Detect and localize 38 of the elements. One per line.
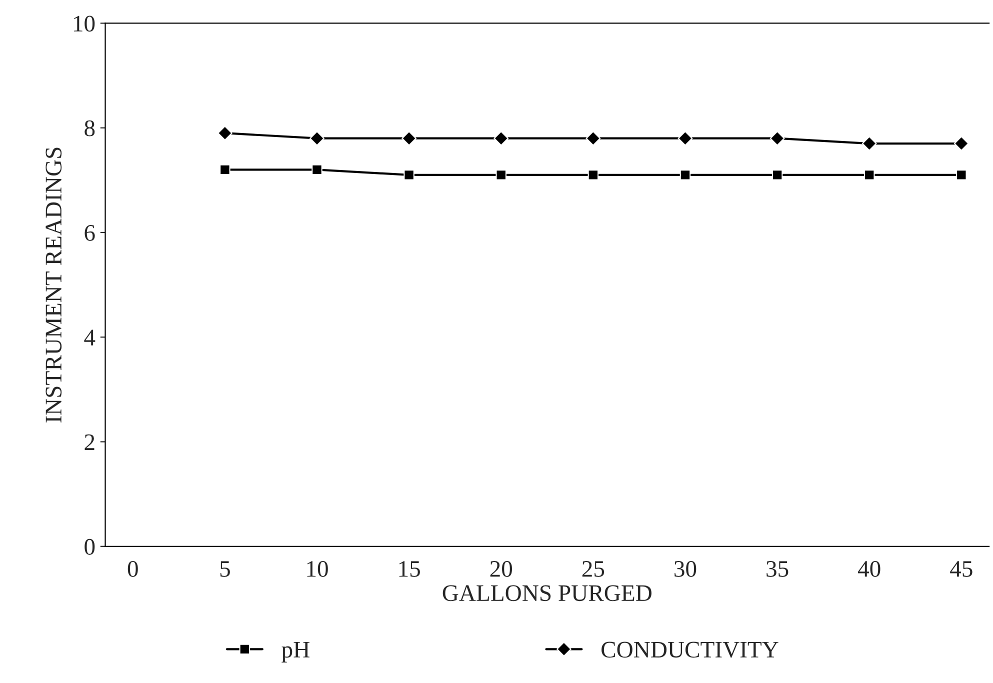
x-axis-title: GALLONS PURGED — [442, 585, 652, 602]
legend-label: CONDUCTIVITY — [602, 642, 778, 658]
x-tick-label: 0 — [128, 560, 138, 577]
point — [310, 130, 324, 146]
point — [862, 136, 877, 151]
legend-label: pH — [282, 642, 310, 662]
y-tick-label: 4 — [84, 330, 96, 346]
x-tick-label: 20 — [490, 560, 512, 577]
point — [772, 170, 783, 180]
point — [586, 130, 601, 146]
point — [402, 130, 416, 146]
x-tick-label: 35 — [766, 561, 788, 577]
x-tick-label: 5 — [220, 561, 230, 577]
point — [588, 170, 599, 180]
y-axis-title: INSTRUMENT READINGS — [46, 148, 62, 422]
y-tick-label: 8 — [84, 120, 95, 136]
x-tick-label: 10 — [307, 560, 328, 577]
point — [404, 170, 414, 180]
point — [956, 170, 967, 180]
x-tick-label: 25 — [582, 561, 604, 577]
point — [220, 164, 230, 176]
point — [494, 130, 509, 146]
point — [218, 126, 232, 140]
y-tick-label: 10 — [74, 16, 95, 32]
x-tick-label: 40 — [858, 560, 880, 577]
point — [496, 170, 506, 180]
point — [312, 164, 322, 176]
point — [680, 170, 691, 180]
point — [864, 170, 875, 180]
point — [954, 136, 969, 151]
x-tick-label: 45 — [950, 561, 972, 577]
x-tick-label: 15 — [399, 561, 420, 577]
y-tick-label: 6 — [84, 225, 95, 241]
x-tick-label: 30 — [674, 560, 696, 577]
y-tick-label: 2 — [84, 434, 94, 450]
y-tick-label: 0 — [84, 538, 95, 555]
point — [770, 130, 785, 146]
point — [678, 130, 693, 146]
